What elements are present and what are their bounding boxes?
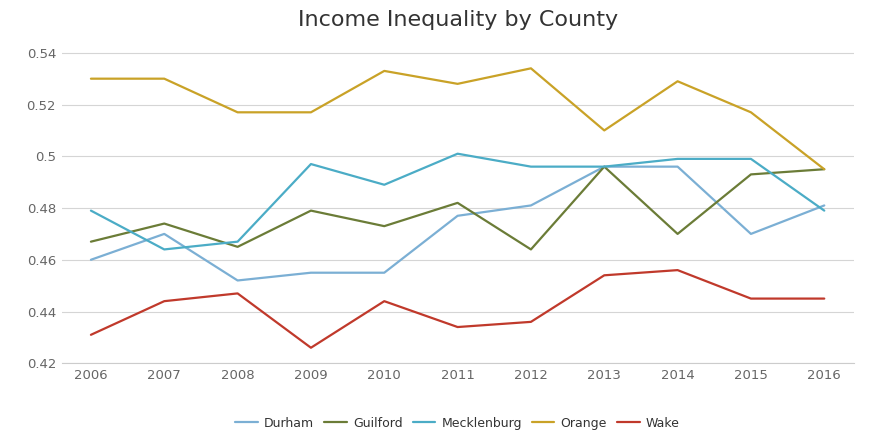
Wake [819, 296, 830, 301]
Guilford [379, 223, 390, 229]
Mecklenburg [305, 161, 316, 167]
Durham [672, 164, 683, 169]
Wake [452, 324, 463, 330]
Guilford [452, 200, 463, 206]
Durham [599, 164, 610, 169]
Durham [745, 231, 756, 237]
Guilford [232, 244, 243, 249]
Mecklenburg [159, 247, 170, 252]
Wake [599, 272, 610, 278]
Durham [159, 231, 170, 237]
Mecklenburg [819, 208, 830, 213]
Wake [379, 299, 390, 304]
Orange [379, 68, 390, 74]
Line: Durham: Durham [91, 167, 825, 280]
Guilford [672, 231, 683, 237]
Guilford [525, 247, 536, 252]
Durham [85, 257, 96, 262]
Durham [232, 278, 243, 283]
Orange [85, 76, 96, 82]
Wake [525, 319, 536, 325]
Wake [85, 332, 96, 338]
Durham [305, 270, 316, 276]
Wake [672, 268, 683, 273]
Guilford [305, 208, 316, 213]
Durham [379, 270, 390, 276]
Wake [159, 299, 170, 304]
Line: Orange: Orange [91, 68, 825, 169]
Wake [745, 296, 756, 301]
Guilford [159, 221, 170, 226]
Mecklenburg [232, 239, 243, 245]
Durham [525, 203, 536, 208]
Durham [452, 213, 463, 218]
Orange [745, 110, 756, 115]
Line: Wake: Wake [91, 270, 825, 348]
Guilford [599, 164, 610, 169]
Durham [819, 203, 830, 208]
Mecklenburg [452, 151, 463, 156]
Title: Income Inequality by County: Income Inequality by County [297, 10, 618, 30]
Mecklenburg [599, 164, 610, 169]
Mecklenburg [525, 164, 536, 169]
Orange [819, 167, 830, 172]
Orange [452, 81, 463, 86]
Orange [305, 110, 316, 115]
Line: Guilford: Guilford [91, 167, 825, 249]
Legend: Durham, Guilford, Mecklenburg, Orange, Wake: Durham, Guilford, Mecklenburg, Orange, W… [231, 412, 685, 435]
Mecklenburg [672, 156, 683, 162]
Mecklenburg [379, 182, 390, 187]
Guilford [819, 167, 830, 172]
Orange [525, 66, 536, 71]
Guilford [85, 239, 96, 245]
Orange [672, 78, 683, 84]
Line: Mecklenburg: Mecklenburg [91, 154, 825, 249]
Orange [232, 110, 243, 115]
Wake [232, 291, 243, 296]
Mecklenburg [85, 208, 96, 213]
Guilford [745, 172, 756, 177]
Orange [159, 76, 170, 82]
Wake [305, 345, 316, 350]
Orange [599, 128, 610, 133]
Mecklenburg [745, 156, 756, 162]
